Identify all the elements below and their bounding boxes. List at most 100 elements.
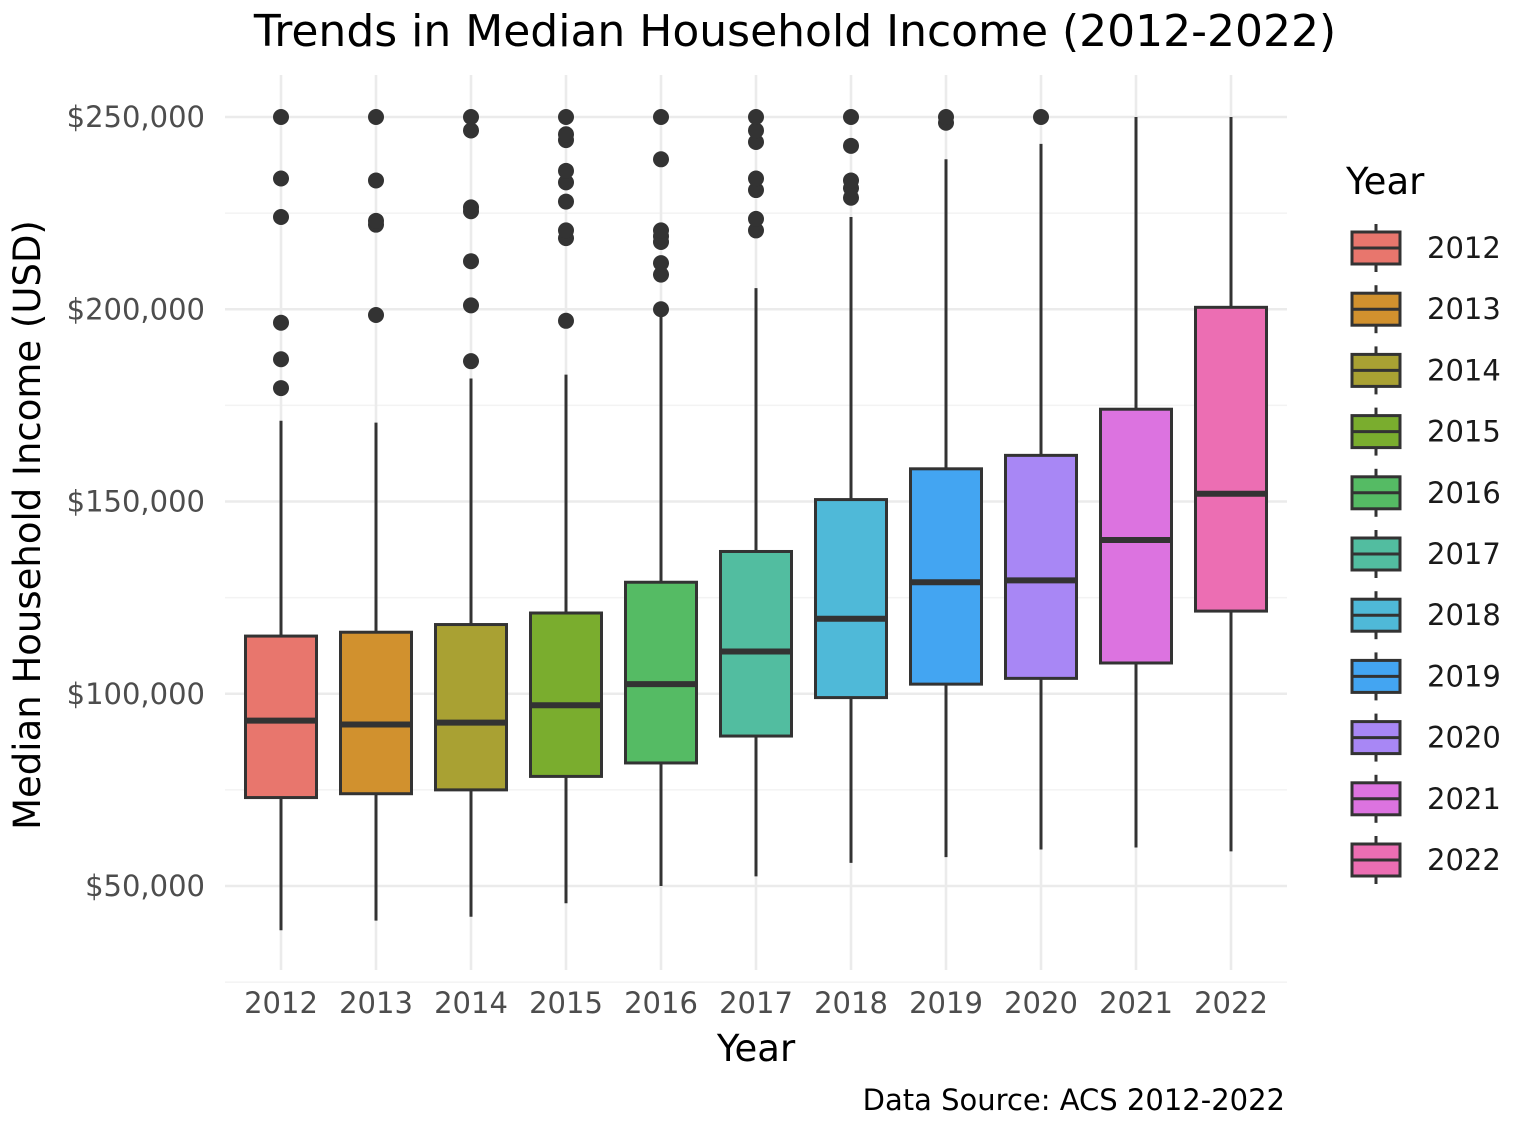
legend-label: 2013 [1427,292,1501,326]
outlier-point [843,172,859,189]
outlier-point [463,297,479,314]
x-tick-label: 2018 [814,986,888,1020]
y-tick-label: $250,000 [67,100,205,134]
box-2015 [529,109,603,904]
outlier-point [368,109,384,125]
outlier-point [558,222,574,239]
box-body [339,630,413,796]
x-tick-label: 2022 [1194,986,1268,1020]
boxplot-series [244,109,1268,931]
x-axis-title: Year [716,1027,796,1070]
legend: Year 2012 2013 2014 2015 2016 2017 2018 2019 202… [1345,160,1501,884]
legend-label: 2020 [1427,721,1501,755]
legend-label: 2022 [1427,843,1501,877]
x-tick-label: 2015 [529,986,603,1020]
outlier-point [748,222,764,239]
legend-item-2017: 2017 [1350,530,1501,578]
box-body [624,580,698,765]
legend-label: 2014 [1427,353,1501,387]
outlier-point [558,126,574,143]
outlier-point [748,170,764,187]
legend-item-2018: 2018 [1350,591,1501,640]
y-tick-label: $100,000 [67,677,205,711]
outlier-point [653,222,669,239]
chart-caption: Data Source: ACS 2012-2022 [863,1083,1285,1117]
outlier-point [558,312,574,329]
chart-title: Trends in Median Household Income (2012-… [253,6,1336,57]
legend-label: 2018 [1427,598,1501,632]
outlier-point [653,266,669,283]
outlier-point [748,122,764,139]
outlier-point [748,182,764,199]
legend-item-2013: 2013 [1350,285,1501,334]
box-body [529,611,603,778]
outlier-point [273,351,289,368]
box-body [814,498,888,700]
outlier-point [558,193,574,210]
box-2012 [244,109,318,931]
outlier-point [843,137,859,154]
outlier-point [938,109,954,125]
outlier-point [653,109,669,125]
outlier-point [653,301,669,318]
legend-item-2015: 2015 [1350,407,1501,456]
box-2014 [434,109,508,917]
legend-label: 2012 [1427,231,1501,265]
box-2019 [909,109,983,858]
y-tick-label: $50,000 [85,869,205,903]
outlier-point [843,109,859,125]
legend-label: 2015 [1427,415,1501,449]
box-2021 [1099,117,1173,848]
y-tick-label: $200,000 [67,292,205,326]
outlier-point [463,253,479,270]
outlier-point [273,314,289,331]
x-tick-label: 2012 [244,986,318,1020]
box-2016 [624,109,698,886]
x-tick-label: 2016 [624,986,698,1020]
outlier-point [748,210,764,227]
outlier-point [273,170,289,187]
box-body [1004,453,1078,680]
y-axis-title: Median Household Income (USD) [6,220,49,830]
x-axis-ticks: 2012 2013 2014 2015 2016 2017 2018 2019 2020 2021… [244,986,1268,1020]
x-tick-label: 2014 [434,986,508,1020]
legend-item-2021: 2021 [1350,774,1501,823]
outlier-point [748,109,764,125]
legend-item-2022: 2022 [1350,836,1501,884]
legend-item-2012: 2012 [1350,224,1501,272]
outlier-point [368,307,384,324]
box-body [1099,407,1173,665]
box-body [244,634,318,800]
outlier-point [463,353,479,370]
outlier-point [368,172,384,189]
y-tick-label: $150,000 [67,485,205,519]
outlier-point [463,109,479,125]
outlier-point [558,162,574,179]
legend-item-2016: 2016 [1350,468,1501,517]
outlier-point [273,380,289,397]
box-2017 [719,109,793,877]
box-body [719,549,793,738]
legend-label: 2019 [1427,659,1501,693]
x-tick-label: 2019 [909,986,983,1020]
outlier-point [653,255,669,272]
x-tick-label: 2013 [339,986,413,1020]
outlier-point [368,212,384,229]
box-2018 [814,109,888,863]
legend-label: 2017 [1427,537,1501,571]
outlier-point [273,208,289,225]
legend-label: 2021 [1427,782,1501,816]
outlier-point [463,122,479,139]
outlier-point [1033,109,1049,125]
box-2013 [339,109,413,921]
outlier-point [558,109,574,125]
x-tick-label: 2020 [1004,986,1078,1020]
outlier-point [558,174,574,191]
box-2022 [1194,117,1268,852]
x-tick-label: 2021 [1099,986,1173,1020]
box-body [1194,305,1268,613]
legend-title: Year [1345,160,1425,203]
x-tick-label: 2017 [719,986,793,1020]
legend-label: 2016 [1427,476,1501,510]
